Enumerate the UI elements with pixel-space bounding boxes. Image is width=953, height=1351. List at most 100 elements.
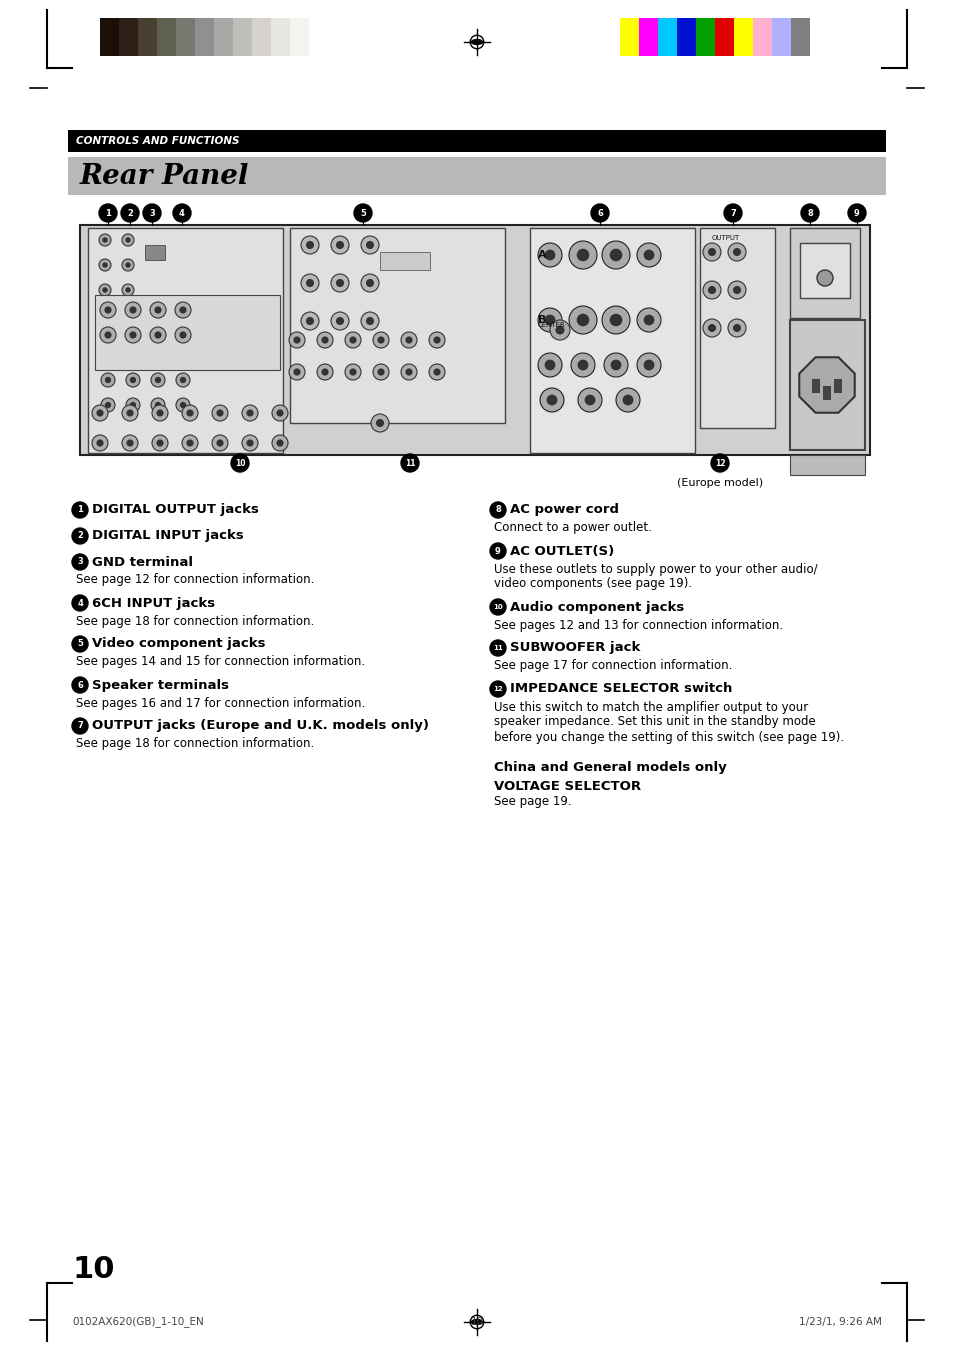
Circle shape	[321, 336, 328, 343]
Circle shape	[377, 336, 384, 343]
Bar	[290, 228, 504, 423]
Text: 0102AX620(GB)_1-10_EN: 0102AX620(GB)_1-10_EN	[71, 1316, 204, 1328]
Circle shape	[345, 363, 360, 380]
Bar	[833, 380, 841, 393]
Circle shape	[568, 240, 597, 269]
Circle shape	[122, 259, 133, 272]
Circle shape	[732, 249, 740, 257]
Circle shape	[637, 243, 660, 267]
Bar	[95, 295, 280, 370]
Circle shape	[152, 435, 168, 451]
Circle shape	[577, 249, 589, 261]
Circle shape	[154, 331, 161, 339]
Text: 10: 10	[71, 1255, 114, 1285]
Circle shape	[156, 409, 163, 416]
Text: Rear Panel: Rear Panel	[80, 162, 249, 189]
Text: IMPEDANCE SELECTOR switch: IMPEDANCE SELECTOR switch	[510, 682, 732, 696]
Text: 6CH INPUT jacks: 6CH INPUT jacks	[91, 597, 214, 609]
Circle shape	[816, 270, 832, 286]
Text: 5: 5	[77, 639, 83, 648]
Polygon shape	[799, 357, 854, 412]
Circle shape	[99, 234, 111, 246]
Text: See page 12 for connection information.: See page 12 for connection information.	[76, 574, 314, 586]
Circle shape	[331, 274, 349, 292]
Text: SUBWOOFER jack: SUBWOOFER jack	[510, 642, 639, 654]
Text: Speaker terminals: Speaker terminals	[91, 678, 229, 692]
Bar	[138, 18, 157, 55]
Circle shape	[99, 204, 117, 222]
Text: 10: 10	[470, 1317, 483, 1327]
Text: See pages 14 and 15 for connection information.: See pages 14 and 15 for connection infor…	[76, 655, 365, 669]
Text: Audio component jacks: Audio component jacks	[510, 600, 683, 613]
Circle shape	[71, 677, 88, 693]
Bar	[271, 18, 290, 55]
Circle shape	[179, 307, 187, 313]
Circle shape	[707, 249, 716, 257]
Circle shape	[102, 238, 108, 243]
Circle shape	[335, 278, 344, 286]
Circle shape	[490, 503, 505, 517]
Circle shape	[643, 315, 654, 326]
Circle shape	[373, 332, 389, 349]
Circle shape	[490, 681, 505, 697]
Circle shape	[126, 409, 133, 416]
Bar	[771, 18, 790, 55]
Text: 5: 5	[359, 208, 366, 218]
Text: See page 19.: See page 19.	[494, 796, 571, 808]
Circle shape	[555, 326, 564, 335]
Circle shape	[182, 405, 198, 422]
Bar	[790, 18, 809, 55]
Circle shape	[174, 327, 191, 343]
Text: video components (see page 19).: video components (see page 19).	[494, 577, 691, 590]
Text: 7: 7	[729, 208, 735, 218]
Circle shape	[360, 236, 378, 254]
Circle shape	[212, 405, 228, 422]
Circle shape	[301, 312, 318, 330]
Bar	[530, 228, 695, 453]
Bar	[100, 18, 119, 55]
Bar	[752, 18, 771, 55]
Circle shape	[331, 236, 349, 254]
Circle shape	[610, 359, 620, 370]
Circle shape	[289, 332, 305, 349]
Circle shape	[179, 331, 187, 339]
Circle shape	[186, 439, 193, 447]
Circle shape	[71, 717, 88, 734]
Circle shape	[186, 409, 193, 416]
Text: 1/23/1, 9:26 AM: 1/23/1, 9:26 AM	[799, 1317, 882, 1327]
Circle shape	[130, 307, 136, 313]
Circle shape	[104, 307, 112, 313]
Circle shape	[622, 394, 633, 405]
Circle shape	[151, 373, 165, 386]
Circle shape	[400, 454, 418, 471]
Circle shape	[616, 388, 639, 412]
Bar	[789, 320, 864, 450]
Circle shape	[400, 363, 416, 380]
Circle shape	[366, 240, 374, 249]
Text: 3: 3	[149, 208, 154, 218]
Circle shape	[175, 399, 190, 412]
Circle shape	[154, 377, 161, 384]
Circle shape	[609, 249, 621, 261]
Text: China and General models only: China and General models only	[494, 762, 726, 774]
Circle shape	[732, 286, 740, 295]
Circle shape	[433, 336, 440, 343]
Text: DIGITAL OUTPUT jacks: DIGITAL OUTPUT jacks	[91, 504, 258, 516]
Circle shape	[96, 409, 104, 416]
Circle shape	[609, 313, 621, 327]
Bar	[714, 18, 733, 55]
Text: 2: 2	[127, 208, 132, 218]
Circle shape	[272, 405, 288, 422]
Bar	[309, 18, 328, 55]
Circle shape	[539, 388, 563, 412]
Text: GND terminal: GND terminal	[91, 555, 193, 569]
Text: VOLTAGE SELECTOR: VOLTAGE SELECTOR	[494, 780, 640, 793]
Circle shape	[216, 439, 223, 447]
Circle shape	[180, 377, 186, 384]
Text: 4: 4	[179, 208, 185, 218]
Circle shape	[101, 399, 115, 412]
Circle shape	[544, 250, 555, 261]
Circle shape	[371, 413, 389, 432]
Circle shape	[373, 363, 389, 380]
Circle shape	[96, 439, 104, 447]
